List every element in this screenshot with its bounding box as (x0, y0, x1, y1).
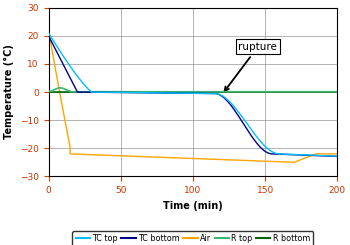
Legend: TC top, TC bottom, Air, R top, R bottom: TC top, TC bottom, Air, R top, R bottom (72, 231, 313, 245)
Text: rupture: rupture (225, 42, 277, 91)
X-axis label: Time (min): Time (min) (163, 201, 223, 211)
Y-axis label: Temperature (°C): Temperature (°C) (4, 45, 14, 139)
